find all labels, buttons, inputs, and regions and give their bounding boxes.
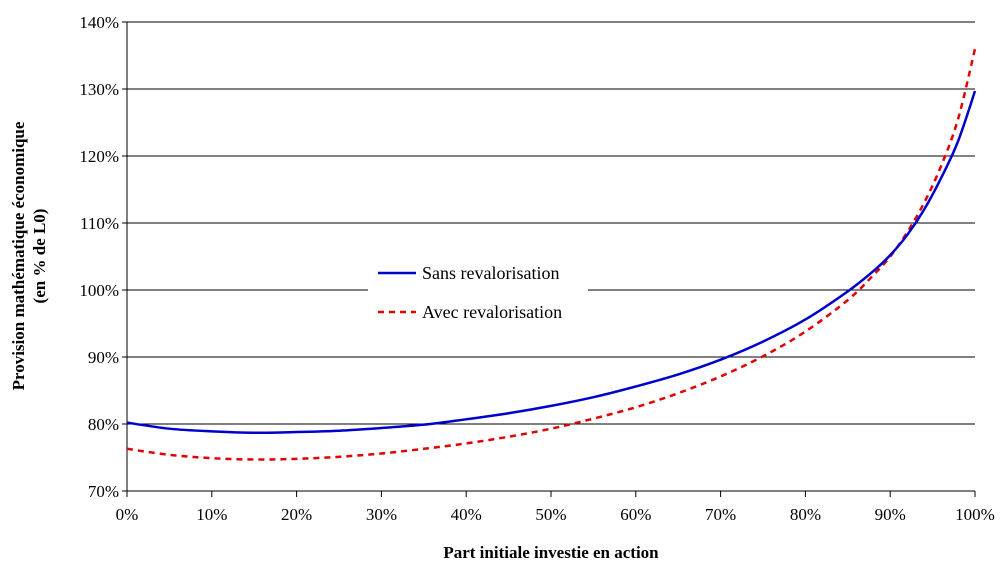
legend-background bbox=[368, 258, 588, 334]
y-axis-title-line2: (en % de L0) bbox=[30, 209, 49, 304]
x-tick-label: 60% bbox=[620, 505, 651, 524]
x-tick-label: 10% bbox=[196, 505, 227, 524]
series-line-sans-revalorisation bbox=[126, 90, 977, 434]
x-tick-label: 0% bbox=[116, 505, 139, 524]
y-tick-label: 130% bbox=[79, 80, 119, 99]
series-line-avec-revalorisation bbox=[126, 48, 977, 461]
axes: 70% 80% 90% 100% 110% 120% 130% 140% 0% 10% 20% 30%… bbox=[79, 13, 995, 524]
plot-area bbox=[127, 22, 975, 491]
y-tick-label: 70% bbox=[88, 482, 119, 501]
legend-label-avec-revalorisation: Avec revalorisation bbox=[422, 302, 562, 322]
x-tick-label: 100% bbox=[955, 505, 995, 524]
y-tick-label: 80% bbox=[88, 415, 119, 434]
y-tick-label: 110% bbox=[80, 214, 119, 233]
x-tick-label: 80% bbox=[790, 505, 821, 524]
x-tick-label: 90% bbox=[875, 505, 906, 524]
x-tick-label: 40% bbox=[451, 505, 482, 524]
x-axis-title: Part initiale investie en action bbox=[443, 543, 659, 562]
x-tick-label: 20% bbox=[281, 505, 312, 524]
y-tick-label: 140% bbox=[79, 13, 119, 32]
legend: Sans revalorisation Avec revalorisation bbox=[368, 258, 588, 334]
x-tick-label: 70% bbox=[705, 505, 736, 524]
y-tick-label: 90% bbox=[88, 348, 119, 367]
y-tick-label: 100% bbox=[79, 281, 119, 300]
x-tick-label: 30% bbox=[366, 505, 397, 524]
y-axis-title-line1: Provision mathématique économique bbox=[9, 121, 28, 390]
x-tick-label: 50% bbox=[535, 505, 566, 524]
y-tick-label: 120% bbox=[79, 147, 119, 166]
data-series bbox=[126, 48, 977, 461]
legend-label-sans-revalorisation: Sans revalorisation bbox=[422, 263, 559, 283]
